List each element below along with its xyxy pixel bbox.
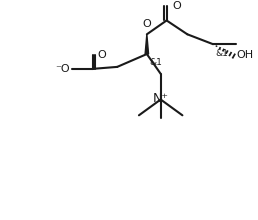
Text: OH: OH — [237, 50, 254, 60]
Text: ⁻O: ⁻O — [55, 64, 70, 74]
Text: &1: &1 — [215, 49, 228, 58]
Text: N⁺: N⁺ — [153, 92, 169, 105]
Text: O: O — [98, 50, 106, 60]
Text: &1: &1 — [150, 59, 163, 68]
Polygon shape — [145, 34, 149, 54]
Text: O: O — [173, 1, 181, 11]
Text: O: O — [142, 19, 151, 29]
